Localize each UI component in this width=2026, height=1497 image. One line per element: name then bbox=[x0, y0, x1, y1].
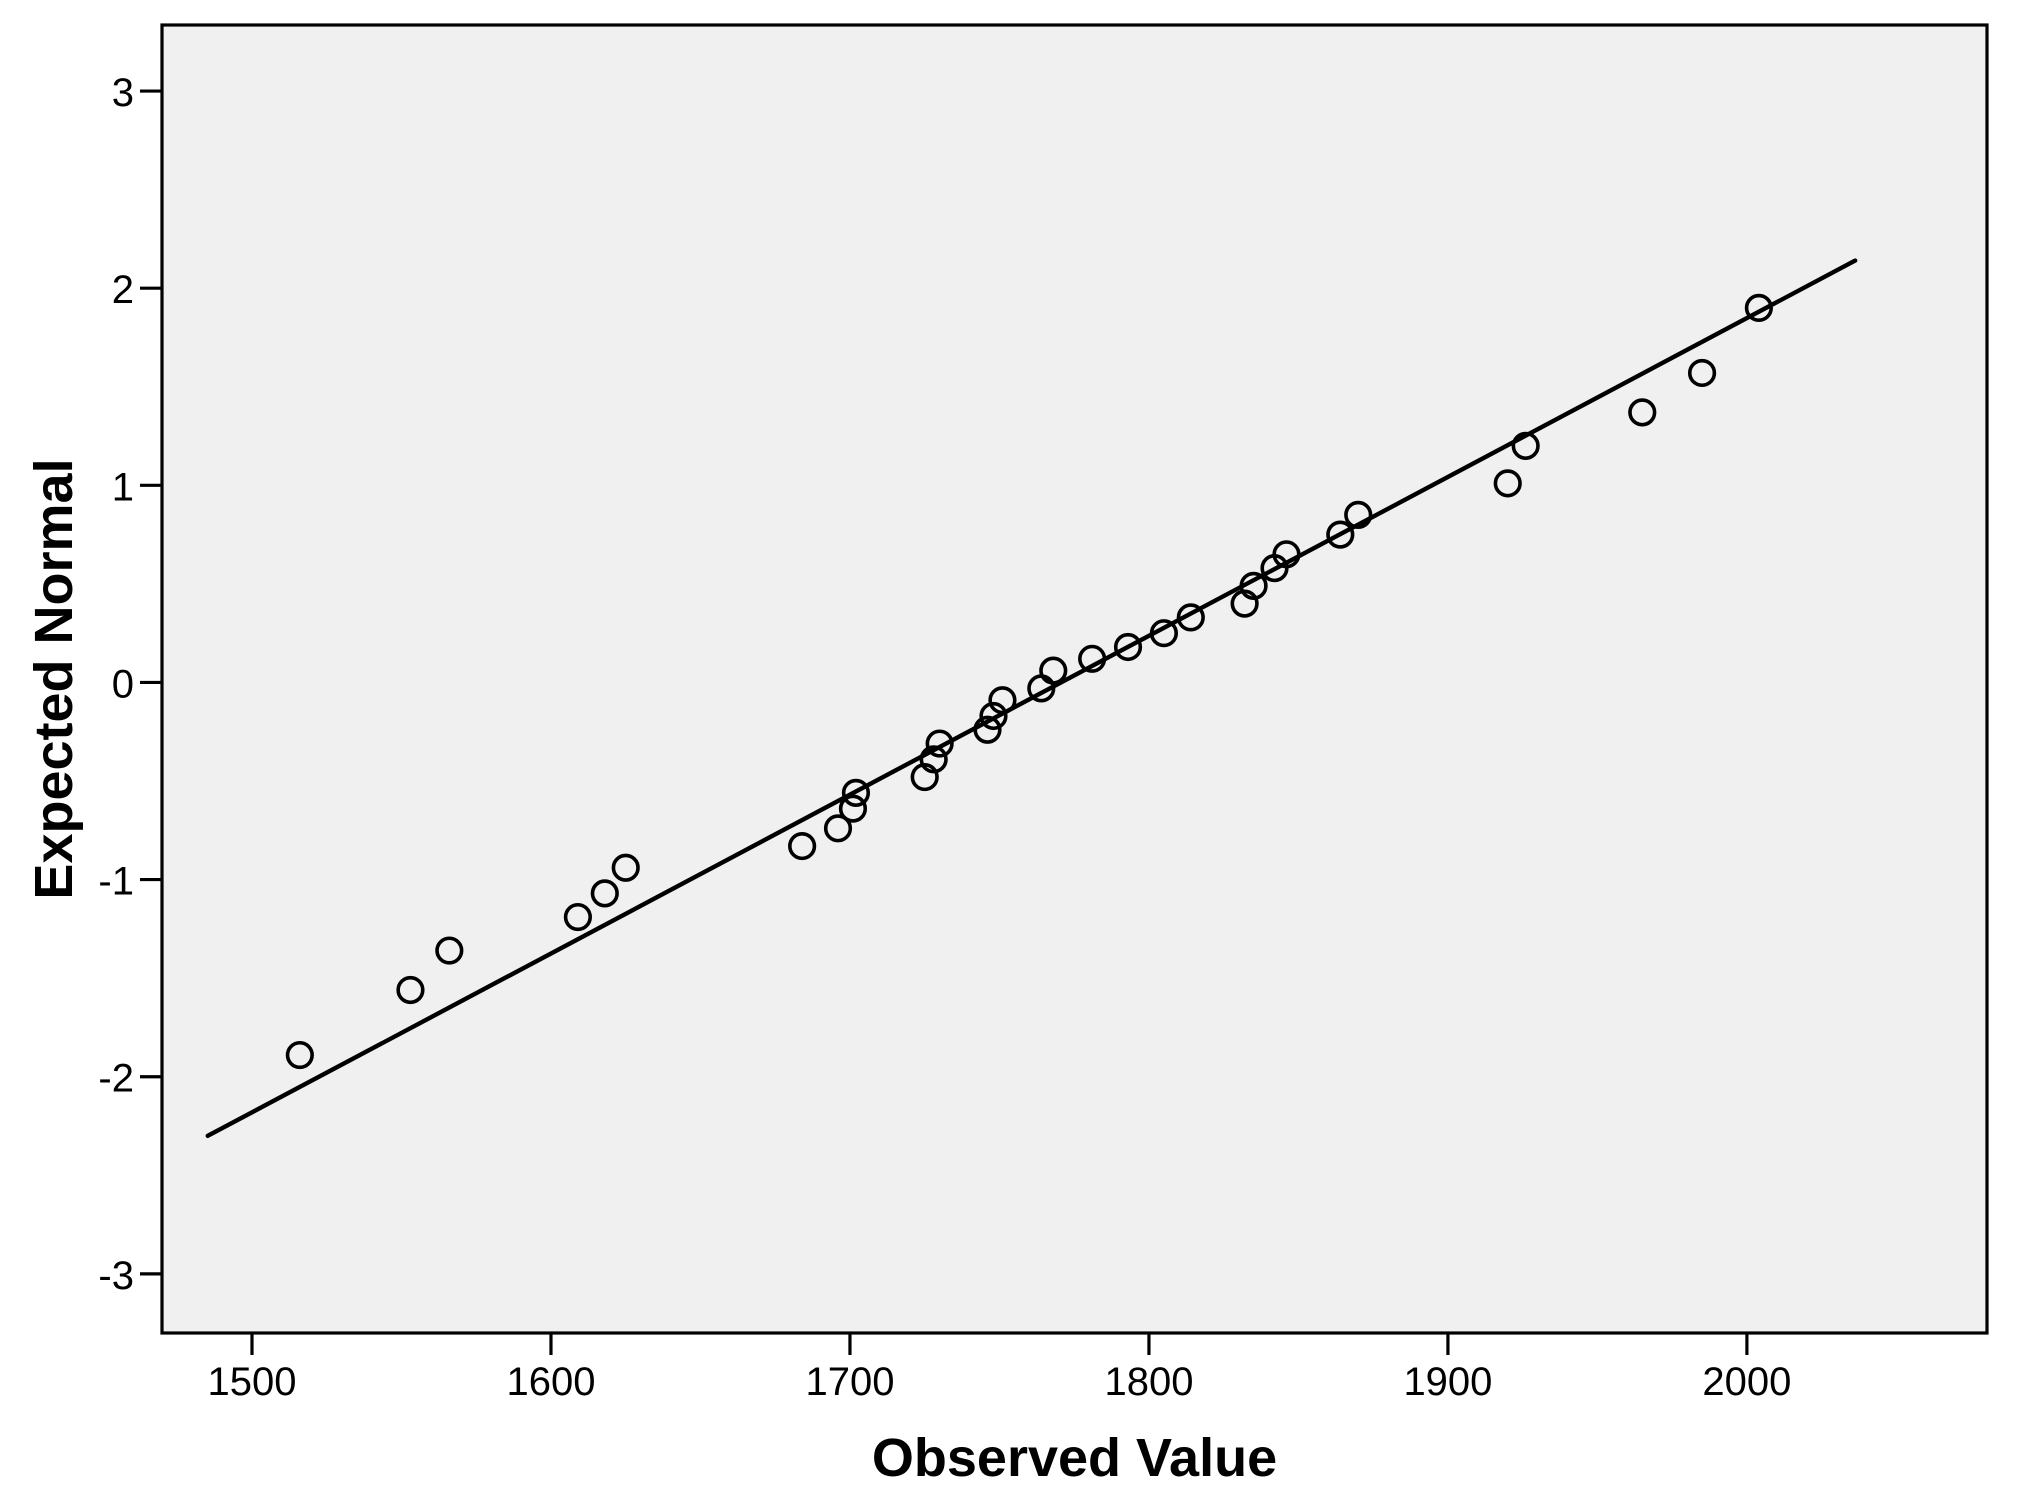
data-point bbox=[1230, 589, 1259, 618]
data-point bbox=[563, 902, 592, 932]
y-axis-title: Expected Normal bbox=[24, 458, 84, 899]
data-point bbox=[1039, 656, 1068, 685]
data-point bbox=[1687, 358, 1717, 388]
data-point bbox=[1176, 603, 1205, 632]
data-point bbox=[823, 814, 853, 843]
data-point bbox=[1272, 540, 1301, 569]
plot-frame bbox=[160, 23, 1989, 1335]
y-tick-label: 2 bbox=[112, 268, 134, 312]
data-point bbox=[1326, 520, 1355, 549]
y-tick-label: 3 bbox=[112, 71, 134, 115]
data-point bbox=[788, 831, 817, 861]
x-tick-label: 1600 bbox=[506, 1360, 595, 1404]
data-point bbox=[435, 936, 464, 965]
data-point bbox=[1113, 632, 1143, 662]
data-point bbox=[919, 745, 948, 774]
data-point bbox=[910, 762, 939, 792]
data-point bbox=[396, 975, 425, 1005]
data-point bbox=[611, 853, 640, 882]
y-tick-label: 0 bbox=[112, 662, 134, 706]
plot-area bbox=[162, 25, 1987, 1333]
data-point bbox=[1239, 571, 1268, 600]
x-axis-title: Observed Value bbox=[872, 1428, 1277, 1488]
x-tick-label: 1900 bbox=[1403, 1360, 1492, 1404]
data-point bbox=[1078, 644, 1107, 673]
data-point bbox=[925, 729, 954, 758]
y-tick-label: -3 bbox=[98, 1254, 134, 1298]
data-point bbox=[1493, 469, 1522, 498]
data-point bbox=[841, 778, 871, 807]
y-tick-label: 1 bbox=[112, 465, 134, 509]
data-point bbox=[973, 715, 1002, 744]
data-point bbox=[1149, 619, 1178, 648]
data-point bbox=[1511, 431, 1540, 460]
data-point bbox=[979, 701, 1008, 731]
data-point bbox=[838, 794, 868, 823]
data-point bbox=[1628, 398, 1657, 427]
x-tick-label: 1500 bbox=[208, 1360, 297, 1404]
data-point bbox=[1744, 293, 1773, 322]
x-tick-label: 1700 bbox=[805, 1360, 894, 1404]
y-tick-label: -1 bbox=[98, 860, 134, 904]
data-point bbox=[988, 686, 1017, 715]
x-tick-label: 1800 bbox=[1104, 1360, 1193, 1404]
y-tick-label: -2 bbox=[98, 1057, 134, 1101]
data-point bbox=[1344, 500, 1373, 529]
data-point bbox=[285, 1040, 314, 1070]
x-tick-label: 2000 bbox=[1702, 1360, 1791, 1404]
data-point bbox=[590, 879, 619, 908]
